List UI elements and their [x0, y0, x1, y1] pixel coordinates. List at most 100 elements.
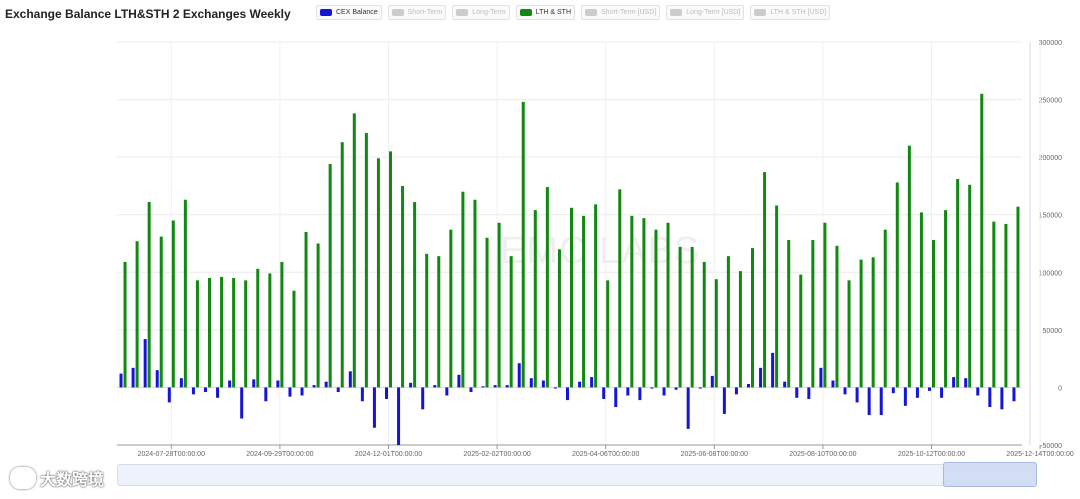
cex-balance-bar [771, 352, 775, 388]
cex-balance-bar [505, 385, 509, 388]
lth-sth-bar [389, 151, 392, 388]
lth-sth-bar [183, 199, 187, 388]
lth-sth-bar [702, 261, 706, 388]
cex-balance-bar [493, 385, 497, 388]
cex-balance-bar [421, 387, 425, 410]
cex-balance-bar [747, 383, 750, 388]
lth-sth-bar [316, 243, 320, 388]
lth-sth-bar [968, 184, 972, 388]
cex-balance-bar [541, 380, 545, 388]
legend-swatch [456, 9, 469, 16]
x-tick-label: 2025-06-08T00:00:00 [681, 451, 748, 458]
legend-item-0[interactable]: CEX Balance [316, 5, 382, 20]
x-tick-label: 2025-10-12T00:00:00 [898, 451, 965, 458]
cex-balance-bar [288, 387, 292, 397]
legend-item-3[interactable]: LTH & STH [515, 5, 575, 20]
cex-balance-bar [457, 374, 461, 388]
lth-sth-bar [775, 205, 779, 388]
lth-sth-bar [642, 218, 646, 388]
lth-sth-bar [944, 210, 948, 388]
lth-sth-bar [895, 182, 899, 388]
cex-balance-bar [312, 385, 316, 388]
lth-sth-bar [256, 268, 260, 388]
lth-sth-bar [606, 280, 610, 388]
cex-balance-bar [783, 381, 787, 388]
y-tick-label: 150000 [1039, 213, 1062, 220]
cex-balance-bar [300, 387, 304, 396]
cex-balance-bar [903, 387, 907, 406]
lth-sth-bar [654, 229, 658, 388]
cex-balance-bar [674, 387, 678, 390]
zoom-slider-track[interactable] [117, 464, 1036, 486]
cex-balance-bar [336, 387, 340, 393]
legend-item-1[interactable]: Short-Term [387, 5, 447, 20]
cex-balance-bar [131, 367, 135, 388]
cex-balance-bar [228, 380, 232, 388]
cex-balance-bar [433, 385, 437, 388]
y-tick-label: 200000 [1039, 155, 1062, 162]
cex-balance-bar [469, 387, 473, 393]
cex-balance-bar [638, 387, 642, 401]
lth-sth-bar [328, 164, 332, 388]
cex-balance-bar [143, 339, 147, 388]
zoom-slider-handle[interactable] [943, 462, 1037, 487]
legend-item-2[interactable]: Long-Term [452, 5, 510, 20]
cex-balance-bar [915, 387, 919, 398]
lth-sth-bar [220, 276, 224, 388]
lth-sth-bar [714, 279, 718, 388]
cex-balance-bar [517, 363, 521, 388]
lth-sth-bar [364, 132, 368, 388]
legend-label: Short-Term [USD] [601, 9, 657, 16]
brand-icon [10, 467, 36, 489]
lth-sth-bar [811, 240, 815, 388]
legend-swatch [391, 9, 404, 16]
x-tick-label: 2024-12-01T00:00:00 [355, 451, 422, 458]
lth-sth-bar [413, 202, 417, 388]
cex-balance-bar [662, 387, 666, 396]
cex-balance-bar [204, 387, 207, 393]
lth-sth-bar [835, 245, 839, 388]
cex-balance-bar [843, 387, 847, 395]
x-tick-label: 2025-02-02T00:00:00 [463, 451, 530, 458]
legend-label: Long-Term [472, 9, 506, 16]
lth-sth-bar [521, 101, 525, 388]
cex-balance-bar [710, 375, 714, 388]
cex-balance-bar [360, 387, 364, 402]
y-tick-label: -50000 [1040, 443, 1062, 450]
lth-sth-bar [666, 222, 670, 388]
cex-balance-bar [264, 387, 268, 402]
lth-sth-bar [630, 215, 634, 388]
cex-balance-bar [590, 377, 594, 388]
chart-title: Exchange Balance LTH&STH 2 Exchanges Wee… [5, 7, 291, 21]
lth-sth-bar [509, 256, 513, 388]
lth-sth-bar [208, 278, 211, 388]
lth-sth-bar [485, 237, 489, 388]
lth-sth-bar [1004, 223, 1008, 388]
legend-item-5[interactable]: Long-Term [USD] [666, 5, 745, 20]
legend-swatch [585, 9, 597, 16]
x-tick-label: 2025-12-14T00:00:00 [1006, 451, 1073, 458]
lth-sth-bar [497, 222, 501, 388]
cex-balance-bar [988, 387, 992, 408]
cex-balance-bar [397, 387, 401, 445]
legend: CEX Balance Short-Term Long-Term LTH & STH S… [316, 5, 831, 20]
legend-item-6[interactable]: LTH & STH [USD] [750, 5, 831, 20]
legend-item-4[interactable]: Short-Term [USD] [581, 5, 661, 20]
lth-sth-bar [147, 202, 151, 388]
cex-balance-bar [252, 379, 256, 388]
cex-balance-bar [324, 381, 328, 388]
y-tick-label: 100000 [1039, 270, 1062, 277]
lth-sth-bar [618, 189, 622, 388]
cex-balance-bar [855, 387, 859, 403]
lth-sth-bar [135, 241, 139, 388]
legend-label: LTH & STH [USD] [770, 9, 827, 16]
lth-sth-bar [582, 215, 586, 388]
cex-balance-bar [385, 387, 388, 399]
x-tick-label: 2025-08-10T00:00:00 [789, 451, 856, 458]
lth-sth-bar [425, 253, 429, 388]
cex-balance-bar [819, 367, 823, 388]
lth-sth-bar [244, 280, 248, 388]
lth-sth-bar [570, 207, 573, 388]
cex-balance-bar [602, 387, 606, 399]
